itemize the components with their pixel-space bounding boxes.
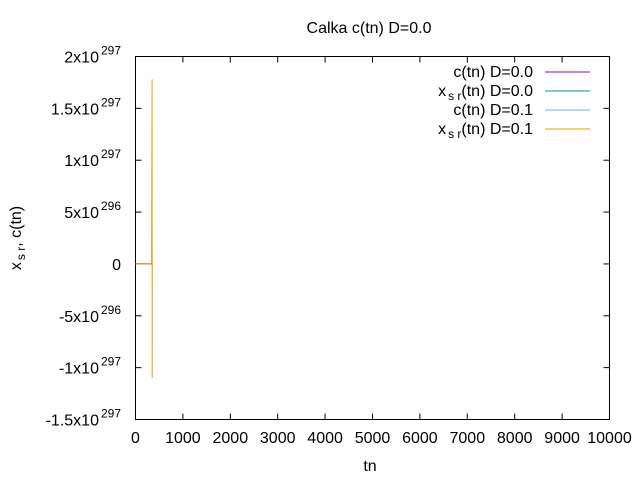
- legend-item: c(tn) D=0.0: [453, 64, 590, 81]
- y-tick-label: 5x10 296: [64, 199, 121, 222]
- x-tick-label: 0: [131, 430, 140, 447]
- x-tick-label: 3000: [260, 430, 296, 447]
- legend: c(tn) D=0.0 x s r(tn) D=0.0c(tn) D=0.1 x s r…: [438, 64, 590, 141]
- x-tick-label: 1000: [165, 430, 201, 447]
- legend-label: c(tn) D=0.0: [453, 64, 533, 81]
- x-tick-label: 6000: [402, 430, 438, 447]
- y-tick-label: 1x10 297: [64, 147, 121, 170]
- y-tick-label: 1.5x10 297: [51, 95, 121, 118]
- y-tick-label: -1.5x10 297: [46, 407, 122, 430]
- x-axis-label: tn: [363, 458, 376, 475]
- x-tick-label: 5000: [355, 430, 391, 447]
- series-layer: [135, 79, 153, 379]
- y-tick-label: 0: [112, 257, 121, 274]
- y-tick-label: -1x10 297: [59, 355, 121, 378]
- series-line-4: [135, 79, 153, 379]
- x-tick-label: 10000: [587, 430, 632, 447]
- y-axis: 2x10 297 1.5x10 297 1x10 297 5x10 296 0 -5x10 296 -…: [46, 44, 610, 430]
- y-tick-label: -5x10 296: [59, 303, 121, 326]
- x-tick-label: 4000: [307, 430, 343, 447]
- legend-label: c(tn) D=0.1: [453, 102, 533, 119]
- chart-title: Calka c(tn) D=0.0: [307, 20, 432, 37]
- x-tick-label: 9000: [544, 430, 580, 447]
- x-axis: 0 1000 2000 3000 4000 5000 6000 7000 8000 9000 100…: [131, 56, 632, 447]
- y-axis-label: xs r, c(tn): [8, 206, 28, 270]
- y-tick-label: 2x10 297: [64, 44, 121, 67]
- x-tick-label: 8000: [497, 430, 533, 447]
- plot-frame: [135, 56, 610, 420]
- x-tick-label: 7000: [450, 430, 486, 447]
- x-tick-label: 2000: [213, 430, 249, 447]
- legend-item: c(tn) D=0.1: [453, 102, 590, 119]
